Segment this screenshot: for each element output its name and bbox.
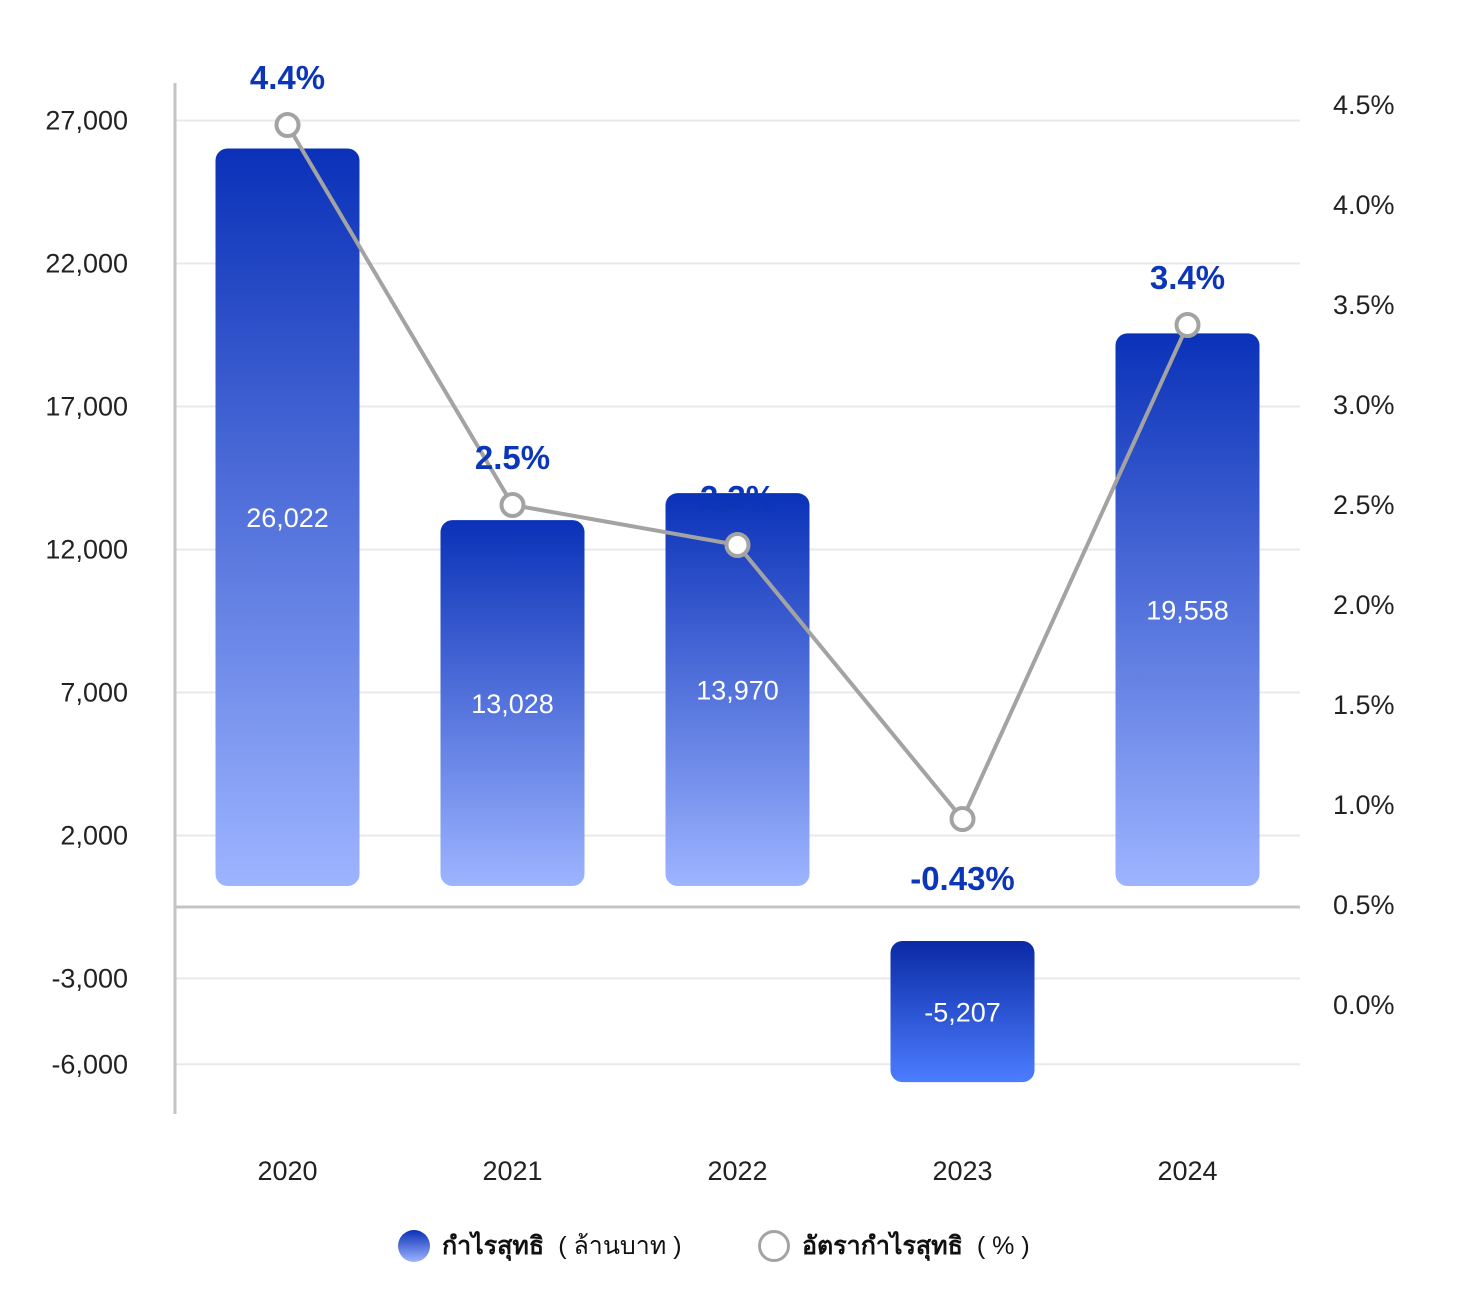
margin-value-label: 2.3% — [700, 479, 775, 516]
left-tick-label: 17,000 — [45, 392, 128, 422]
labels: 26,022 13,028 13,970 -5,207 19,558 4.4% 2.5% 2.… — [246, 59, 1229, 1028]
legend-label-net-margin: อัตรากำไรสุทธิ — [802, 1232, 963, 1260]
legend-bar-swatch — [398, 1230, 430, 1262]
legend-unit-net-margin: ( % ) — [976, 1231, 1030, 1260]
legend-label-net-profit: กำไรสุทธิ — [442, 1232, 545, 1260]
margin-point — [949, 806, 976, 832]
legend-item-net-profit: กำไรสุทธิ ( ล้านบาท ) — [398, 1226, 682, 1266]
bar-value-label: 13,970 — [696, 676, 779, 706]
right-tick-label: 3.0% — [1333, 390, 1395, 420]
margin-value-label: 3.4% — [1150, 259, 1225, 296]
x-tick-label: 2021 — [482, 1156, 542, 1186]
right-tick-label: 1.5% — [1333, 690, 1395, 720]
right-tick-label: 1.0% — [1333, 790, 1395, 820]
x-tick-label: 2023 — [932, 1156, 992, 1186]
right-tick-label: 2.5% — [1333, 490, 1395, 520]
legend-item-net-margin: อัตรากำไรสุทธิ ( % ) — [758, 1226, 1030, 1266]
left-tick-label: -3,000 — [51, 964, 128, 994]
margin-line — [274, 112, 1201, 832]
axes: 27,000 22,000 17,000 12,000 7,000 2,000 -3,000… — [45, 83, 1395, 1186]
margin-point — [724, 532, 751, 558]
left-tick-label: 2,000 — [60, 821, 128, 851]
margin-value-label: 2.5% — [475, 439, 550, 476]
bar-value-label: -5,207 — [924, 998, 1001, 1028]
right-tick-label: 4.5% — [1333, 90, 1395, 120]
right-tick-label: 0.5% — [1333, 890, 1395, 920]
left-tick-label: 27,000 — [45, 106, 128, 136]
x-tick-label: 2024 — [1157, 1156, 1217, 1186]
margin-point — [499, 492, 526, 518]
x-tick-label: 2020 — [257, 1156, 317, 1186]
bars — [215, 148, 1260, 1083]
right-tick-label: 0.0% — [1333, 990, 1395, 1020]
left-tick-label: 7,000 — [60, 678, 128, 708]
margin-point — [1174, 312, 1201, 338]
margin-value-label: -0.43% — [910, 860, 1015, 897]
bar — [440, 520, 585, 886]
left-tick-label: 12,000 — [45, 535, 128, 565]
x-tick-label: 2022 — [707, 1156, 767, 1186]
legend-unit-net-profit: ( ล้านบาท ) — [558, 1232, 682, 1260]
margin-value-label: 4.4% — [250, 59, 325, 96]
bar-value-label: 19,558 — [1146, 596, 1229, 626]
bar-value-label: 26,022 — [246, 503, 329, 533]
legend-line-swatch — [758, 1230, 790, 1262]
bar — [215, 148, 360, 886]
left-tick-label: 22,000 — [45, 249, 128, 279]
right-tick-label: 2.0% — [1333, 590, 1395, 620]
right-tick-label: 4.0% — [1333, 190, 1395, 220]
right-tick-label: 3.5% — [1333, 290, 1395, 320]
bar — [890, 941, 1035, 1083]
bar-value-label: 13,028 — [471, 689, 554, 719]
bar — [1115, 333, 1260, 886]
left-tick-label: -6,000 — [51, 1049, 128, 1079]
margin-point — [274, 112, 301, 138]
